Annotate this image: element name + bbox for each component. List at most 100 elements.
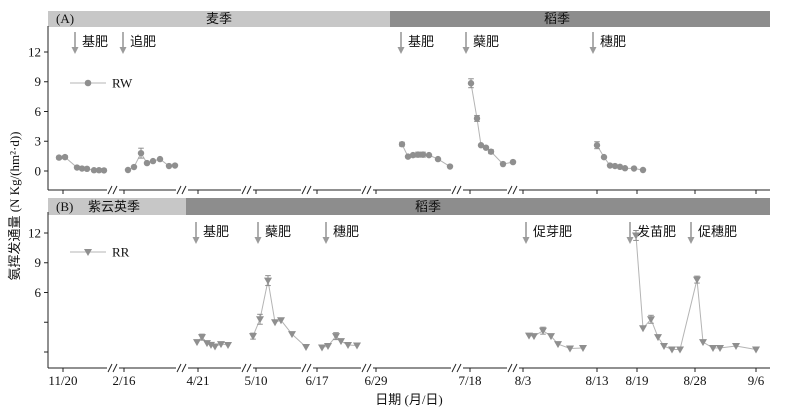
- axis-break-slash: [246, 363, 252, 373]
- fertilizer-arrow-head: [192, 237, 200, 244]
- data-point-marker: [616, 163, 624, 171]
- x-tick-label: 6/17: [305, 373, 329, 388]
- axis-break-slash: [181, 185, 187, 195]
- data-point-marker: [404, 153, 412, 160]
- x-tick-label: 2/16: [112, 373, 136, 388]
- axis-break-slash: [241, 185, 247, 195]
- data-point-marker: [156, 155, 164, 163]
- data-point-marker: [137, 149, 145, 157]
- axis-break-slash: [176, 363, 182, 373]
- axis-break-slash: [107, 363, 113, 373]
- y-tick-label: 9: [35, 74, 42, 89]
- fertilizer-arrow-head: [589, 47, 597, 54]
- fertilizer-label: 穗肥: [333, 224, 359, 239]
- data-point-marker: [639, 325, 647, 333]
- axis-break-gap: [176, 186, 188, 194]
- data-point-marker: [566, 345, 574, 353]
- data-point-marker: [477, 142, 485, 149]
- axis-break-slash: [246, 185, 252, 195]
- data-point-marker: [100, 167, 108, 174]
- data-point-marker: [90, 167, 98, 174]
- data-point-marker: [143, 159, 151, 167]
- data-point-marker: [752, 346, 760, 354]
- data-point-marker: [593, 142, 601, 149]
- data-point-marker: [482, 144, 490, 151]
- x-tick-label: 8/19: [625, 373, 648, 388]
- data-point-marker: [668, 346, 676, 354]
- data-point-marker: [249, 333, 257, 341]
- data-point-marker: [579, 345, 587, 353]
- fertilizer-arrow-head: [522, 237, 530, 244]
- fertilizer-label: 蘖肥: [265, 224, 291, 239]
- axis-break-gap: [507, 364, 519, 372]
- season-band-label: 麦季: [206, 11, 232, 26]
- axis-break-slash: [176, 185, 182, 195]
- data-point-marker: [149, 157, 157, 165]
- data-point-marker: [446, 163, 454, 170]
- y-tick-label: 9: [35, 255, 42, 270]
- legend-marker-circle: [84, 79, 92, 87]
- data-point-marker: [487, 148, 495, 155]
- data-point-marker: [130, 163, 138, 171]
- fertilizer-arrow-head: [626, 237, 634, 244]
- season-band-label: 稻季: [544, 11, 570, 26]
- x-tick-label: 4/21: [186, 373, 209, 388]
- data-point-marker: [621, 165, 629, 172]
- axis-break-gap: [107, 364, 119, 372]
- data-point-marker: [554, 341, 562, 349]
- fertilizer-label: 促芽肥: [533, 224, 572, 239]
- x-tick-label: 6/29: [364, 373, 387, 388]
- axis-break-slash: [507, 185, 513, 195]
- data-point-marker: [699, 339, 707, 347]
- data-point-marker: [193, 339, 201, 347]
- fertilizer-arrow-head: [254, 237, 262, 244]
- data-point-marker: [95, 167, 103, 174]
- data-point-marker: [732, 343, 740, 351]
- fertilizer-arrow-head: [322, 237, 330, 244]
- y-tick-label: 12: [28, 44, 41, 59]
- data-point-marker: [654, 334, 662, 342]
- data-point-marker: [693, 276, 701, 284]
- axis-break-gap: [361, 364, 373, 372]
- season-band: [390, 11, 770, 27]
- fertilizer-arrow-head: [397, 47, 405, 54]
- panel-tag: (B): [56, 199, 73, 214]
- data-point-marker: [676, 346, 684, 354]
- data-point-marker: [171, 162, 179, 169]
- data-point-marker: [398, 141, 406, 148]
- axis-break-gap: [107, 186, 119, 194]
- data-point-marker: [344, 342, 352, 350]
- season-band: [48, 11, 390, 27]
- panel-tag: (A): [56, 11, 74, 26]
- data-point-marker: [271, 319, 279, 327]
- data-point-marker: [337, 338, 345, 346]
- data-point-marker: [419, 151, 427, 158]
- data-point-marker: [224, 342, 232, 350]
- x-tick-label: 9/6: [748, 373, 765, 388]
- fertilizer-arrow-head: [119, 47, 127, 54]
- data-point-marker: [647, 316, 655, 324]
- season-band-label: 紫云英季: [88, 199, 140, 214]
- fertilizer-label: 基肥: [408, 34, 434, 49]
- axis-break-slash: [451, 363, 457, 373]
- fertilizer-arrow-head: [462, 47, 470, 54]
- axis-break-slash: [306, 185, 312, 195]
- axis-break-gap: [241, 186, 253, 194]
- axis-break-gap: [301, 364, 313, 372]
- axis-break-slash: [112, 363, 118, 373]
- y-tick-label: 3: [35, 134, 42, 149]
- data-point-marker: [630, 165, 638, 172]
- data-point-marker: [606, 162, 614, 169]
- legend: RW: [70, 76, 133, 91]
- axis-break-slash: [366, 185, 372, 195]
- data-point-marker: [318, 344, 326, 352]
- y-axis-title: 氨挥发通量 (N Kg/(hm²·d)): [7, 131, 22, 281]
- season-band: [48, 198, 186, 215]
- data-point-marker: [639, 166, 647, 174]
- data-point-marker: [467, 80, 475, 87]
- x-axis-title: 日期 (月/日): [375, 392, 443, 407]
- axis-break-slash: [361, 363, 367, 373]
- legend-label: RR: [112, 245, 130, 260]
- data-point-marker: [509, 158, 517, 166]
